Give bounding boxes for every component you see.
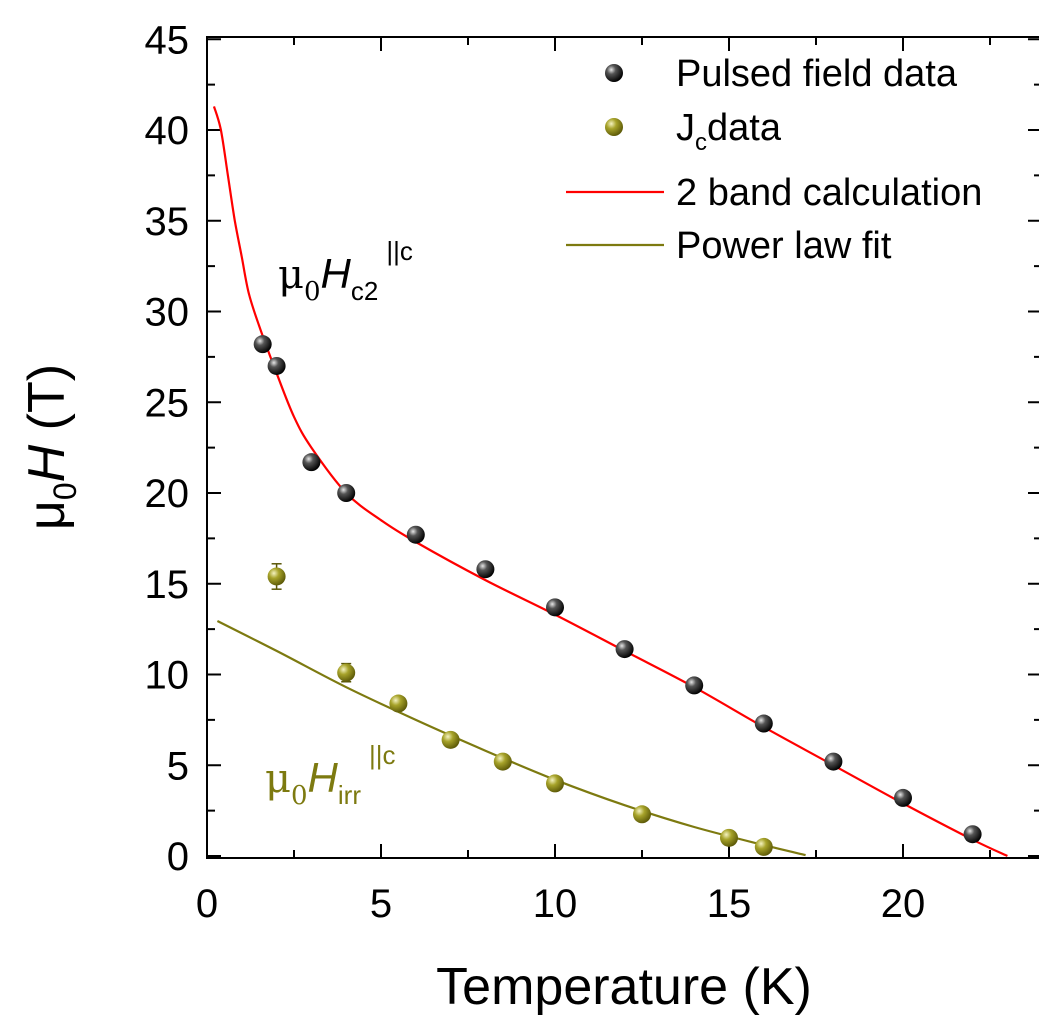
pulsed-field-point — [302, 453, 321, 472]
jc-data-point — [389, 694, 408, 713]
y-tick-label: 30 — [145, 291, 190, 335]
annotation-hirr-sub: 0 — [291, 781, 308, 811]
y-tick-label: 0 — [167, 835, 189, 879]
series-points — [253, 335, 982, 856]
pulsed-field-point — [253, 335, 272, 354]
x-tick-label: 20 — [881, 882, 926, 926]
x-tick-label: 0 — [196, 882, 218, 926]
annotation-hirr-sup: ||c — [369, 740, 396, 770]
2-band-calculation-line — [212, 106, 1008, 857]
jc-data-point — [337, 663, 356, 682]
pulsed-field-point — [754, 714, 773, 733]
series-lines — [212, 106, 1008, 857]
jc-data-point — [633, 805, 651, 824]
y-tick-label: 20 — [145, 472, 190, 516]
x-tick-label: 5 — [370, 882, 392, 926]
pulsed-field-point — [685, 676, 704, 695]
annotation-hc2-sub2: c2 — [351, 276, 378, 306]
legend-label-pulsed: Pulsed field data — [676, 53, 958, 95]
annotation-hirr-var: H — [308, 754, 339, 801]
annotation-hc2-mu: μ — [278, 252, 304, 298]
y-tick-label: 35 — [145, 200, 190, 244]
annotation-hc2: μ0Hc2 ||c — [278, 236, 413, 307]
y-tick-labels: 0 5 10 15 20 25 30 35 40 45 — [145, 18, 190, 879]
legend-label-power-law: Power law fit — [676, 225, 892, 267]
x-tick-label: 15 — [707, 882, 752, 926]
plot-frame — [206, 36, 1039, 859]
power-law-fit-line — [216, 620, 806, 857]
jc-data-point — [441, 730, 460, 749]
y-axis-title-var: H — [18, 444, 76, 482]
y-axis-title: μ0H (T) — [18, 364, 83, 530]
jc-data-point — [720, 828, 738, 847]
legend-label-two-band: 2 band calculation — [676, 172, 982, 214]
jc-data-point — [754, 837, 773, 856]
jc-data-point — [546, 774, 564, 793]
annotation-hc2-var: H — [321, 250, 352, 297]
y-tick-label: 45 — [145, 18, 190, 62]
pulsed-field-point — [337, 484, 356, 502]
annotation-hc2-sup: ||c — [386, 236, 413, 266]
y-tick-label: 15 — [145, 563, 190, 607]
legend-marker-pulsed — [605, 64, 623, 82]
jc-data-point — [493, 752, 512, 771]
annotation-hirr: μ0Hirr ||c — [265, 740, 396, 811]
y-tick-label: 40 — [145, 109, 190, 153]
jc-data-point — [267, 567, 286, 586]
annotation-hc2-sub: 0 — [304, 277, 321, 307]
pulsed-field-point — [476, 560, 495, 579]
pulsed-field-point — [615, 640, 634, 659]
annotation-hirr-mu: μ — [265, 756, 291, 802]
y-axis-title-sub: 0 — [47, 482, 83, 500]
y-tick-label: 10 — [145, 654, 190, 698]
axis-ticks — [206, 37, 1039, 858]
pulsed-field-point — [267, 356, 286, 375]
legend-label-jc-rest: data — [707, 107, 782, 149]
y-axis-title-unit: (T) — [18, 364, 76, 445]
y-tick-label: 5 — [167, 744, 189, 788]
pulsed-field-point — [963, 825, 982, 844]
annotation-hirr-sub2: irr — [338, 780, 361, 810]
legend-label-jc: Jcdata — [676, 107, 782, 156]
pulsed-field-point — [406, 525, 425, 544]
legend: Pulsed field data Jcdata 2 band calculat… — [566, 53, 982, 267]
pulsed-field-point — [894, 788, 912, 807]
x-tick-label: 10 — [533, 882, 578, 926]
pulsed-field-point — [546, 598, 564, 617]
y-tick-label: 25 — [145, 381, 190, 425]
y-axis-title-mu: μ — [18, 500, 76, 530]
pulsed-field-point — [824, 752, 843, 771]
legend-label-jc-main: J — [676, 107, 695, 149]
x-axis-title: Temperature (K) — [436, 958, 812, 1016]
legend-label-jc-sub: c — [695, 129, 707, 156]
x-tick-labels: 0 5 10 15 20 — [196, 882, 925, 926]
legend-marker-jc — [605, 118, 623, 136]
